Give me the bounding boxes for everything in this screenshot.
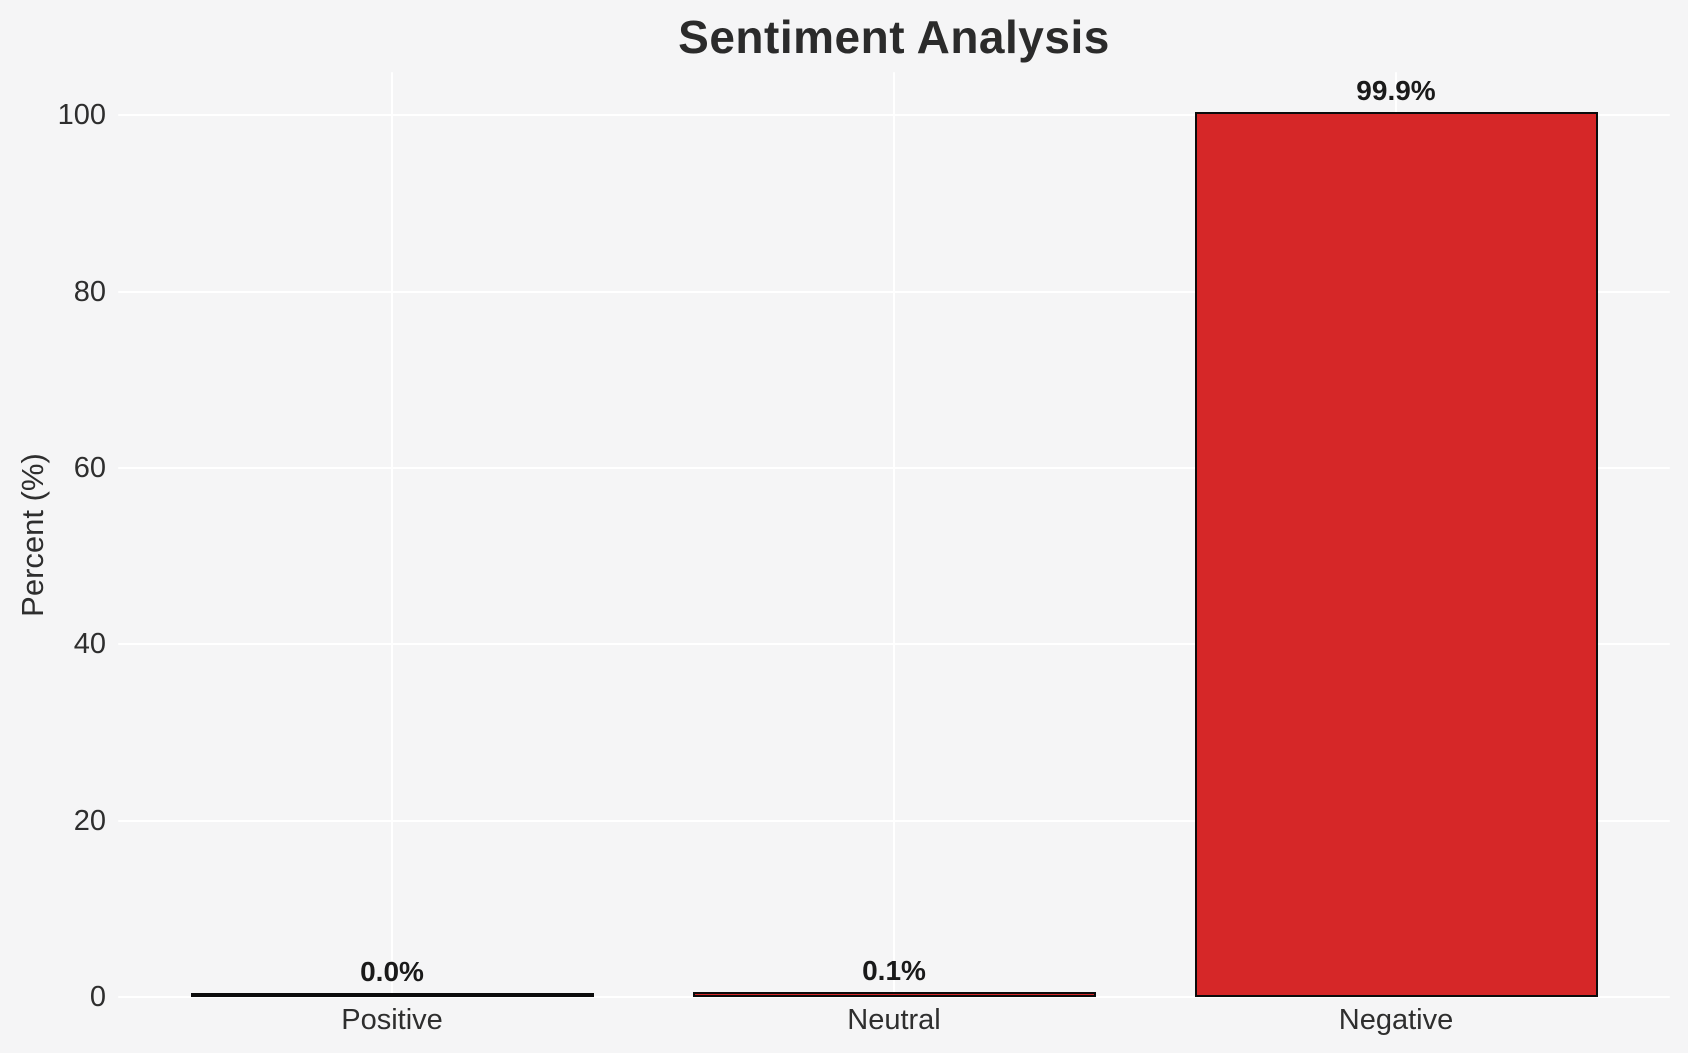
x-tick-label-positive: Positive <box>341 1004 443 1036</box>
chart-title: Sentiment Analysis <box>678 11 1110 63</box>
bar-neutral <box>692 992 1096 997</box>
value-label-negative: 99.9% <box>1356 75 1436 107</box>
plot-area <box>118 72 1670 998</box>
y-tick-label: 100 <box>57 99 106 132</box>
y-tick-label: 60 <box>73 451 106 484</box>
y-tick-label: 40 <box>73 628 106 661</box>
bar-positive <box>190 993 594 997</box>
value-label-neutral: 0.1% <box>862 955 926 987</box>
value-label-positive: 0.0% <box>360 956 424 987</box>
vertical-gridline <box>893 72 895 997</box>
y-tick-label: 80 <box>73 275 106 308</box>
y-tick-label: 20 <box>73 804 106 837</box>
x-tick-label-negative: Negative <box>1338 1004 1454 1036</box>
bar-negative <box>1194 112 1598 997</box>
y-tick-label: 0 <box>89 981 106 1013</box>
horizontal-gridline <box>118 996 1670 998</box>
vertical-gridline <box>391 72 393 997</box>
x-tick-label-neutral: Neutral <box>847 1004 941 1036</box>
